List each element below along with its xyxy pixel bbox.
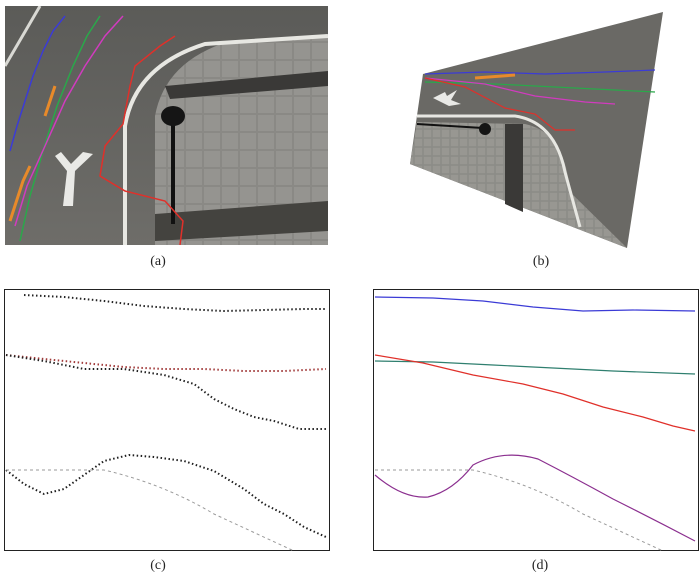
caption-c: (c) xyxy=(150,558,166,573)
trajectory-purple xyxy=(374,454,696,542)
panel-c xyxy=(4,289,330,551)
caption-d: (d) xyxy=(531,558,549,573)
trajectory-2-dots xyxy=(5,354,327,372)
panel-a xyxy=(5,6,328,245)
caption-a: (a) xyxy=(150,254,166,269)
trajectory-1-dots xyxy=(23,294,326,313)
trajectory-red xyxy=(374,354,696,432)
caption-b: (b) xyxy=(532,254,550,269)
panel-d xyxy=(373,289,699,551)
panel-a-image xyxy=(5,6,328,245)
panel-d-plot xyxy=(373,289,699,551)
reference-curve-dashed xyxy=(375,469,664,551)
panel-c-plot xyxy=(4,289,330,551)
panel-b-image xyxy=(410,12,663,248)
trajectory-4-dots xyxy=(5,453,327,538)
trajectory-blue xyxy=(374,296,696,312)
reference-curve-dashed xyxy=(6,469,295,551)
trajectory-teal xyxy=(374,360,696,375)
panel-b xyxy=(405,12,667,248)
trajectory-3-dots xyxy=(5,354,326,430)
